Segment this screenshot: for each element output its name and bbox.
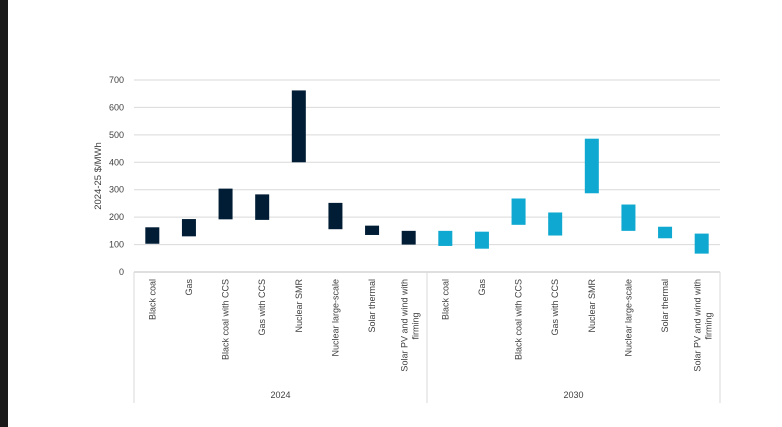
category-label: Nuclear SMR: [587, 279, 597, 333]
bar-2024-0: [145, 227, 160, 244]
bar-2030-7: [694, 233, 709, 254]
y-tick-label: 400: [109, 157, 124, 167]
category-label: Black coal with CCS: [221, 279, 231, 360]
bar-2024-2: [218, 188, 233, 220]
bar-2024-1: [181, 219, 196, 237]
category-label: Solar PV and wind withfirming: [693, 279, 714, 372]
bar-2024-6: [365, 225, 380, 235]
category-label: Black coal with CCS: [514, 279, 524, 360]
category-label: Black coal: [440, 279, 450, 320]
category-label: Gas: [184, 279, 194, 296]
bar-2024-7: [401, 230, 416, 245]
category-label: Gas with CCS: [257, 279, 267, 336]
category-label: Solar thermal: [367, 279, 377, 333]
category-label: Nuclear SMR: [294, 279, 304, 333]
bar-2030-0: [438, 230, 453, 246]
category-label: Nuclear large-scale: [623, 279, 633, 357]
group-label-2024: 2024: [270, 390, 290, 400]
y-tick-label: 600: [109, 102, 124, 112]
group-label-2030: 2030: [563, 390, 583, 400]
bar-2024-3: [255, 194, 270, 220]
y-axis-title: 2024-25 $/MWh: [93, 142, 104, 210]
left-edge-bar: [0, 0, 8, 427]
y-tick-label: 0: [119, 267, 124, 277]
y-tick-label: 300: [109, 185, 124, 195]
y-tick-label: 100: [109, 240, 124, 250]
category-label: Nuclear large-scale: [330, 279, 340, 357]
category-label: Black coal: [147, 279, 157, 320]
y-tick-label: 200: [109, 212, 124, 222]
bar-2030-4: [584, 138, 599, 194]
y-tick-label: 700: [109, 75, 124, 85]
bar-2024-4: [291, 90, 306, 163]
category-label: Gas: [477, 279, 487, 296]
bar-2030-5: [621, 204, 636, 231]
category-label: Solar thermal: [660, 279, 670, 333]
category-label: Gas with CCS: [550, 279, 560, 336]
y-tick-label: 500: [109, 130, 124, 140]
bar-2030-1: [474, 231, 489, 249]
category-label: Solar PV and wind withfirming: [400, 279, 421, 372]
bar-2030-6: [658, 226, 673, 239]
bar-2030-3: [548, 212, 563, 236]
bar-2024-5: [328, 202, 343, 230]
bar-2030-2: [511, 198, 526, 225]
